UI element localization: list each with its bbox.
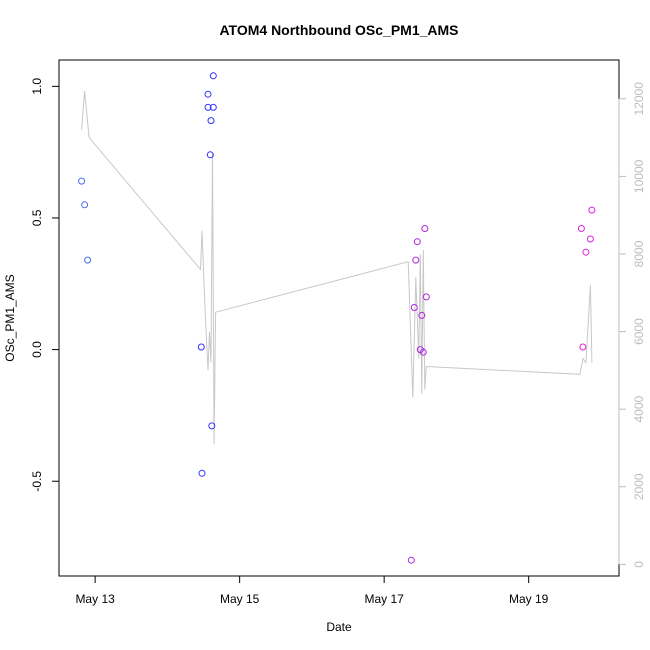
y2-tick-label: 8000 [632, 240, 646, 267]
data-point [81, 201, 89, 209]
data-point [209, 103, 217, 111]
data-point [577, 225, 585, 232]
y-tick-label: 0.5 [30, 209, 44, 226]
y2-tick-label: 12000 [632, 82, 646, 116]
data-point [579, 343, 587, 351]
secondary-line-layer [81, 90, 593, 445]
x-tick-label: May 19 [509, 592, 549, 606]
y2-tick-label: 2000 [632, 473, 646, 500]
data-point [204, 90, 212, 98]
data-point [421, 225, 429, 232]
chart-title: ATOM4 Northbound OSc_PM1_AMS [219, 22, 458, 38]
data-point [204, 103, 212, 111]
data-point [419, 348, 427, 356]
data-point [198, 469, 206, 477]
x-axis: May 13 May 15 May 17 May 19 [75, 575, 549, 606]
data-point [78, 177, 86, 185]
data-point [418, 311, 426, 319]
plot-frame [58, 59, 620, 577]
y-axis-right: 0 2000 4000 6000 8000 10000 12000 [618, 82, 646, 568]
secondary-series-line [81, 90, 593, 445]
data-point [422, 293, 430, 301]
points-layer [78, 72, 596, 564]
y2-tick-label: 4000 [632, 396, 646, 423]
data-point [582, 248, 590, 256]
y-tick-label: 0.0 [30, 341, 44, 358]
x-tick-label: May 15 [220, 592, 260, 606]
data-point [586, 235, 594, 243]
data-point [588, 206, 596, 214]
y-axis-left: -0.5 0.0 0.5 1.0 [30, 78, 60, 492]
y2-tick-label: 6000 [632, 318, 646, 345]
data-point [410, 304, 418, 311]
data-point [208, 422, 216, 430]
data-point [407, 556, 415, 564]
data-point [209, 72, 217, 80]
x-tick-label: May 17 [364, 592, 404, 606]
x-axis-label: Date [326, 620, 352, 634]
y-tick-label: 1.0 [30, 78, 44, 95]
y-tick-label: -0.5 [30, 471, 44, 492]
data-point [197, 343, 205, 351]
y-axis-label: OSc_PM1_AMS [3, 274, 17, 361]
x-tick-label: May 13 [75, 592, 115, 606]
y2-tick-label: 0 [632, 561, 646, 568]
data-point [84, 256, 92, 264]
y2-tick-label: 10000 [632, 159, 646, 193]
data-point [207, 117, 215, 125]
data-point [413, 238, 421, 246]
data-point [412, 256, 420, 264]
data-point [206, 151, 214, 159]
